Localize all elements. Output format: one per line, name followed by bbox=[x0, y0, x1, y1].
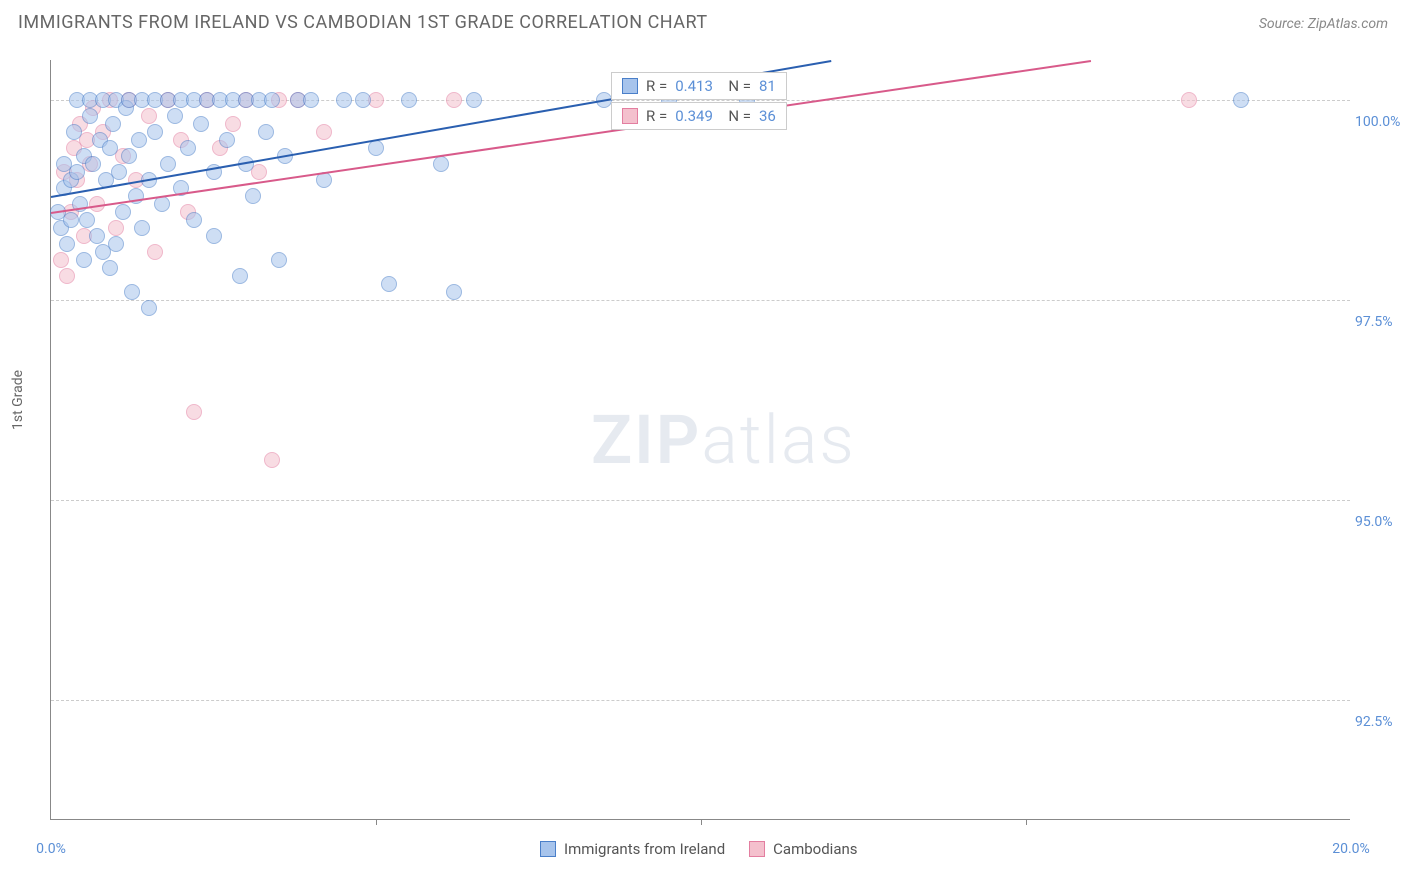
data-point bbox=[105, 116, 121, 132]
source-text: Source: ZipAtlas.com bbox=[1259, 16, 1388, 32]
data-point bbox=[271, 252, 287, 268]
x-tick-label: 0.0% bbox=[36, 841, 66, 857]
stats-n-value: 81 bbox=[759, 77, 776, 95]
x-tick bbox=[1026, 819, 1027, 825]
data-point bbox=[131, 132, 147, 148]
data-point bbox=[219, 132, 235, 148]
data-point bbox=[180, 140, 196, 156]
stats-n-value: 36 bbox=[759, 107, 776, 125]
stats-r-value: 0.349 bbox=[675, 107, 713, 125]
data-point bbox=[59, 268, 75, 284]
data-point bbox=[206, 228, 222, 244]
y-tick-label: 97.5% bbox=[1355, 314, 1406, 330]
data-point bbox=[264, 92, 280, 108]
gridline bbox=[51, 500, 1350, 501]
stats-swatch bbox=[622, 78, 638, 94]
data-point bbox=[141, 300, 157, 316]
stats-r-label: R = bbox=[646, 77, 667, 95]
data-point bbox=[85, 156, 101, 172]
data-point bbox=[245, 188, 261, 204]
data-point bbox=[79, 212, 95, 228]
trend-line bbox=[51, 60, 1091, 214]
stats-swatch bbox=[622, 108, 638, 124]
x-tick-label: 20.0% bbox=[1332, 841, 1370, 857]
data-point bbox=[1233, 92, 1249, 108]
data-point bbox=[446, 92, 462, 108]
data-point bbox=[446, 284, 462, 300]
y-tick-label: 95.0% bbox=[1355, 514, 1406, 530]
legend-label: Cambodians bbox=[773, 840, 857, 858]
data-point bbox=[186, 212, 202, 228]
data-point bbox=[69, 164, 85, 180]
data-point bbox=[264, 452, 280, 468]
gridline bbox=[51, 300, 1350, 301]
chart-title: IMMIGRANTS FROM IRELAND VS CAMBODIAN 1ST… bbox=[18, 12, 708, 33]
data-point bbox=[401, 92, 417, 108]
stats-n-label: N = bbox=[721, 107, 751, 125]
data-point bbox=[433, 156, 449, 172]
data-point bbox=[355, 92, 371, 108]
legend-swatch bbox=[749, 841, 765, 857]
data-point bbox=[115, 204, 131, 220]
data-point bbox=[193, 116, 209, 132]
data-point bbox=[336, 92, 352, 108]
data-point bbox=[53, 252, 69, 268]
data-point bbox=[108, 236, 124, 252]
legend: Immigrants from Ireland Cambodians bbox=[540, 840, 858, 858]
legend-label: Immigrants from Ireland bbox=[564, 840, 725, 858]
data-point bbox=[121, 148, 137, 164]
data-point bbox=[134, 220, 150, 236]
y-axis-label: 1st Grade bbox=[10, 370, 26, 430]
legend-swatch bbox=[540, 841, 556, 857]
plot-region: ZIPatlas 92.5%95.0%97.5%100.0%0.0%20.0%R… bbox=[50, 60, 1350, 820]
stats-n-label: N = bbox=[721, 77, 751, 95]
stats-r-value: 0.413 bbox=[675, 77, 713, 95]
data-point bbox=[66, 124, 82, 140]
data-point bbox=[141, 108, 157, 124]
data-point bbox=[1181, 92, 1197, 108]
data-point bbox=[111, 164, 127, 180]
stats-r-label: R = bbox=[646, 107, 667, 125]
chart-area: ZIPatlas 92.5%95.0%97.5%100.0%0.0%20.0%R… bbox=[50, 60, 1350, 820]
data-point bbox=[63, 212, 79, 228]
data-point bbox=[225, 116, 241, 132]
data-point bbox=[82, 108, 98, 124]
watermark: ZIPatlas bbox=[591, 400, 856, 480]
legend-item: Cambodians bbox=[749, 840, 857, 858]
x-tick bbox=[376, 819, 377, 825]
data-point bbox=[167, 108, 183, 124]
stats-box: R = 0.349 N = 36 bbox=[611, 102, 787, 130]
data-point bbox=[102, 140, 118, 156]
gridline bbox=[51, 700, 1350, 701]
data-point bbox=[76, 252, 92, 268]
data-point bbox=[186, 404, 202, 420]
stats-box: R = 0.413 N = 81 bbox=[611, 72, 787, 100]
data-point bbox=[147, 124, 163, 140]
data-point bbox=[368, 140, 384, 156]
data-point bbox=[232, 268, 248, 284]
data-point bbox=[258, 124, 274, 140]
data-point bbox=[160, 156, 176, 172]
data-point bbox=[147, 244, 163, 260]
x-tick bbox=[701, 819, 702, 825]
data-point bbox=[108, 220, 124, 236]
data-point bbox=[316, 124, 332, 140]
y-tick-label: 100.0% bbox=[1355, 114, 1406, 130]
data-point bbox=[124, 284, 140, 300]
legend-item: Immigrants from Ireland bbox=[540, 840, 725, 858]
data-point bbox=[303, 92, 319, 108]
data-point bbox=[381, 276, 397, 292]
data-point bbox=[89, 228, 105, 244]
data-point bbox=[466, 92, 482, 108]
data-point bbox=[59, 236, 75, 252]
data-point bbox=[102, 260, 118, 276]
y-tick-label: 92.5% bbox=[1355, 714, 1406, 730]
